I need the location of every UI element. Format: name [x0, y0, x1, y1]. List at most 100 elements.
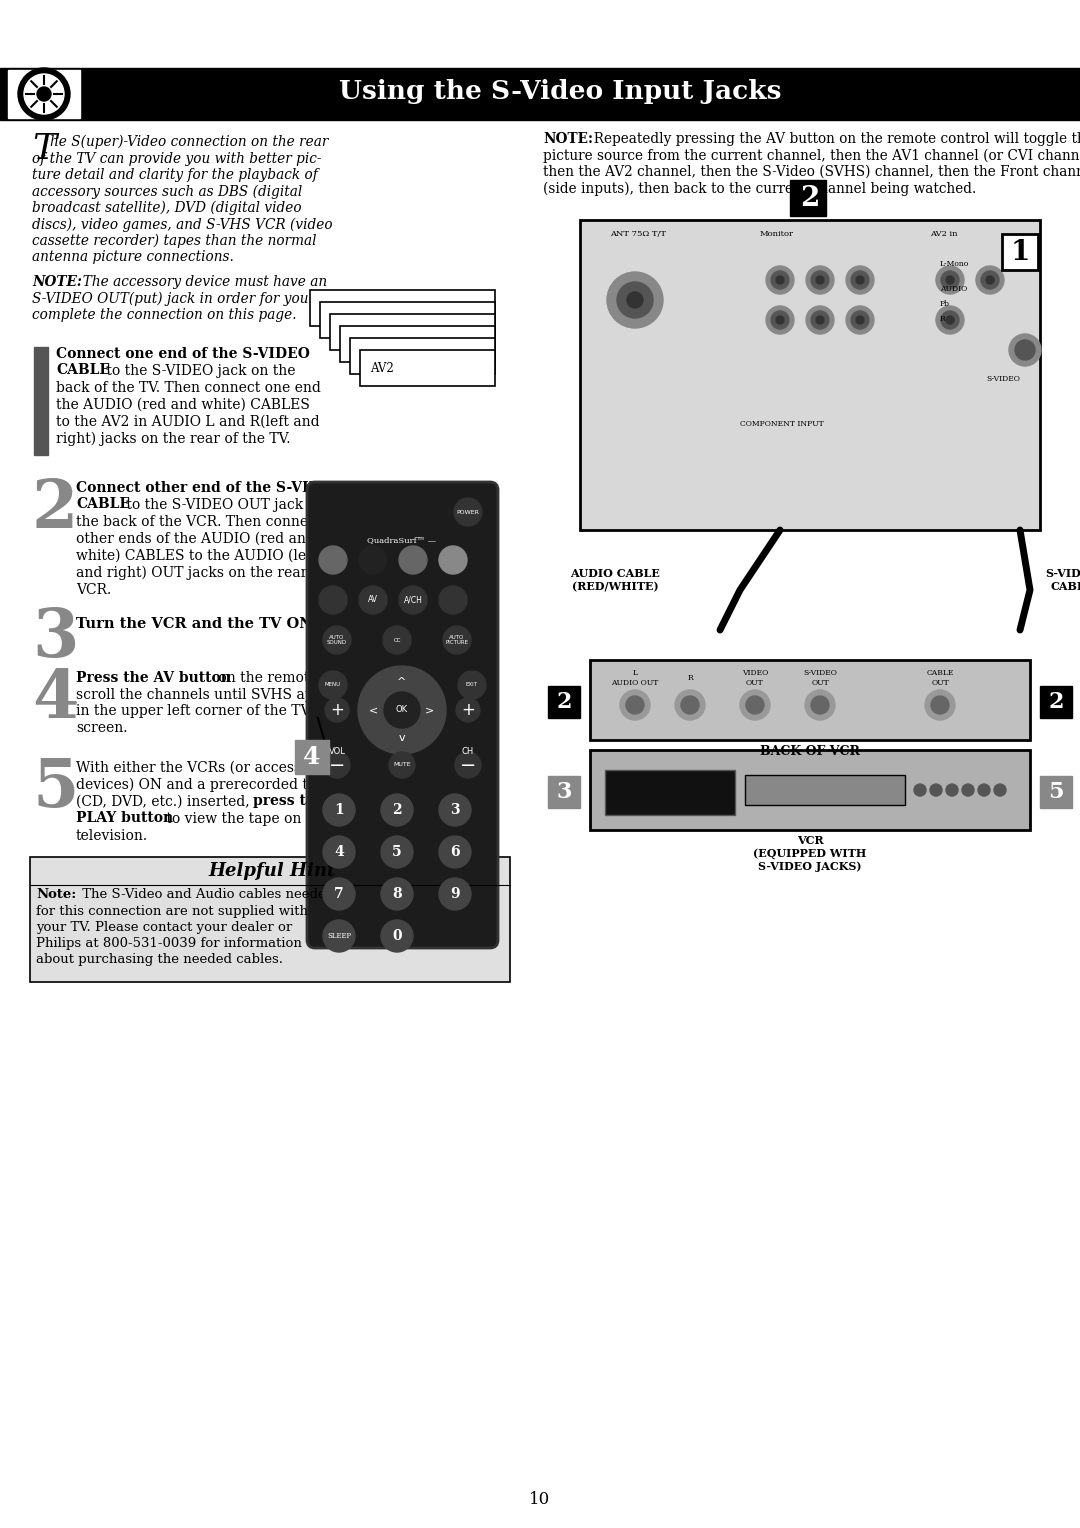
Text: picture source from the current channel, then the AV1 channel (or CVI channel),: picture source from the current channel,… — [543, 148, 1080, 163]
Text: Philips at 800-531-0039 for information: Philips at 800-531-0039 for information — [36, 937, 302, 949]
Circle shape — [811, 270, 829, 289]
Circle shape — [811, 312, 829, 329]
Circle shape — [1015, 341, 1035, 361]
Circle shape — [319, 587, 347, 614]
Circle shape — [438, 795, 471, 827]
Text: S-VIDEO OUT(put) jack in order for you to: S-VIDEO OUT(put) jack in order for you t… — [32, 292, 326, 306]
Text: The S-Video and Audio cables needed: The S-Video and Audio cables needed — [78, 888, 334, 902]
Text: 0: 0 — [392, 929, 402, 943]
Circle shape — [771, 312, 789, 329]
Text: OK: OK — [396, 706, 408, 715]
Circle shape — [681, 695, 699, 714]
Text: AV1: AV1 — [350, 338, 374, 350]
Text: >: > — [426, 704, 434, 715]
Text: CVI: CVI — [360, 350, 382, 362]
Text: NOTE:: NOTE: — [543, 131, 593, 147]
Text: NOTE:: NOTE: — [32, 275, 82, 289]
Circle shape — [846, 306, 874, 335]
Text: and right) OUT jacks on the rear of the: and right) OUT jacks on the rear of the — [76, 565, 352, 581]
Circle shape — [806, 266, 834, 293]
Text: −: − — [460, 755, 476, 775]
Text: in the upper left corner of the TV: in the upper left corner of the TV — [76, 704, 311, 718]
Text: +: + — [330, 701, 343, 720]
Text: (side inputs), then back to the current channel being watched.: (side inputs), then back to the current … — [543, 182, 976, 196]
Circle shape — [675, 691, 705, 720]
Circle shape — [851, 312, 869, 329]
Circle shape — [930, 784, 942, 796]
Text: 3: 3 — [32, 607, 79, 671]
Bar — [310, 290, 495, 325]
Text: CC: CC — [393, 637, 401, 642]
Text: <: < — [369, 704, 379, 715]
Text: The accessory device must have an: The accessory device must have an — [75, 275, 327, 289]
Circle shape — [931, 695, 949, 714]
Text: Front: Front — [330, 313, 363, 327]
Text: MENU: MENU — [325, 683, 341, 688]
Circle shape — [746, 695, 764, 714]
Text: CABLE: CABLE — [76, 498, 130, 512]
Text: BACK OF VCR: BACK OF VCR — [760, 746, 860, 758]
Text: L
AUDIO OUT: L AUDIO OUT — [611, 669, 659, 686]
Bar — [360, 350, 495, 387]
Text: devices) ON and a prerecorded tape: devices) ON and a prerecorded tape — [76, 778, 334, 792]
Text: 4: 4 — [334, 845, 343, 859]
Bar — [789, 180, 826, 215]
Text: the back of the VCR. Then connect the: the back of the VCR. Then connect the — [76, 515, 349, 529]
Text: back of the TV. Then connect one end: back of the TV. Then connect one end — [56, 380, 321, 394]
Text: S-VIDEO
OUT: S-VIDEO OUT — [804, 669, 837, 686]
Circle shape — [617, 283, 653, 318]
Circle shape — [455, 752, 481, 778]
Bar — [548, 686, 580, 718]
Circle shape — [381, 795, 413, 827]
Text: SVHS: SVHS — [320, 301, 355, 315]
Text: Turn the VCR and the TV ON.: Turn the VCR and the TV ON. — [76, 616, 316, 631]
FancyBboxPatch shape — [307, 481, 498, 947]
Text: COMPONENT INPUT: COMPONENT INPUT — [740, 420, 824, 428]
Circle shape — [323, 626, 351, 654]
Circle shape — [389, 752, 415, 778]
Text: complete the connection on this page.: complete the connection on this page. — [32, 309, 297, 322]
Circle shape — [941, 270, 959, 289]
Circle shape — [438, 587, 467, 614]
Text: PLAY button: PLAY button — [76, 811, 173, 825]
Text: to the AV2 in AUDIO L and R(left and: to the AV2 in AUDIO L and R(left and — [56, 414, 320, 428]
Circle shape — [816, 277, 824, 284]
Text: VIDEO
OUT: VIDEO OUT — [742, 669, 768, 686]
Text: 5: 5 — [392, 845, 402, 859]
Text: about purchasing the needed cables.: about purchasing the needed cables. — [36, 952, 283, 966]
Text: −: − — [328, 755, 346, 775]
Circle shape — [438, 545, 467, 575]
Circle shape — [399, 587, 427, 614]
Text: AUDIO CABLE
(RED/WHITE): AUDIO CABLE (RED/WHITE) — [570, 568, 660, 591]
Text: antenna picture connections.: antenna picture connections. — [32, 251, 234, 264]
Text: 2: 2 — [392, 804, 402, 817]
Circle shape — [856, 316, 864, 324]
Text: AV2: AV2 — [370, 362, 394, 374]
Text: T: T — [32, 131, 56, 167]
Text: 2: 2 — [556, 691, 571, 714]
Text: scroll the channels until SVHS appears: scroll the channels until SVHS appears — [76, 688, 353, 701]
Circle shape — [323, 836, 355, 868]
Bar — [340, 325, 495, 362]
Bar — [590, 750, 1030, 830]
Text: to the S-VIDEO jack on the: to the S-VIDEO jack on the — [102, 364, 296, 377]
Text: Monitor: Monitor — [760, 231, 794, 238]
Circle shape — [976, 266, 1004, 293]
Text: With either the VCRs (or accessory: With either the VCRs (or accessory — [76, 761, 324, 775]
Circle shape — [399, 545, 427, 575]
Text: 4: 4 — [303, 746, 321, 769]
Text: of the TV can provide you with better pic-: of the TV can provide you with better pi… — [32, 151, 322, 165]
Text: MUTE: MUTE — [393, 762, 410, 767]
Circle shape — [986, 277, 994, 284]
Bar — [350, 338, 495, 374]
Circle shape — [319, 545, 347, 575]
Text: 10: 10 — [529, 1491, 551, 1508]
Bar — [33, 347, 48, 454]
Text: Repeatedly pressing the AV button on the remote control will toggle the: Repeatedly pressing the AV button on the… — [585, 131, 1080, 147]
Circle shape — [456, 698, 480, 723]
Circle shape — [962, 784, 974, 796]
Text: television.: television. — [76, 828, 148, 842]
Text: cassette recorder) tapes than the normal: cassette recorder) tapes than the normal — [32, 234, 316, 249]
Text: the AUDIO (red and white) CABLES: the AUDIO (red and white) CABLES — [56, 397, 310, 411]
Circle shape — [357, 666, 446, 753]
